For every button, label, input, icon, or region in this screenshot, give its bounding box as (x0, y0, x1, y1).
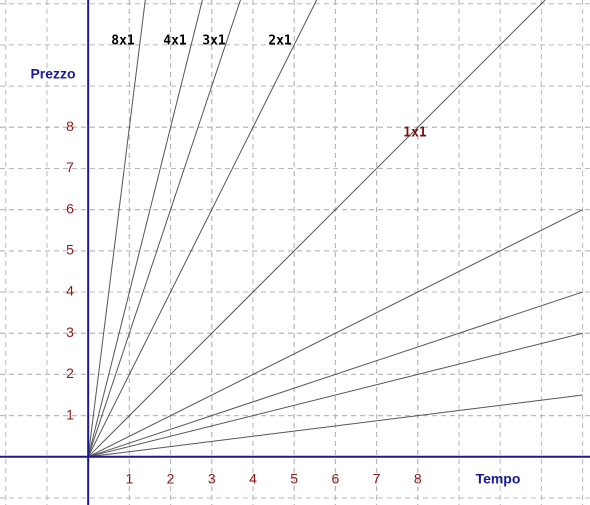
x-tick-label: 6 (331, 471, 339, 487)
ray-label: 4x1 (163, 34, 187, 49)
x-tick-label: 4 (249, 471, 257, 487)
x-tick-label: 5 (290, 471, 298, 487)
ray-label: 3x1 (202, 34, 226, 49)
y-tick-label: 5 (66, 242, 74, 258)
ray-label: 2x1 (268, 34, 292, 49)
ray-label: 8x1 (111, 34, 135, 49)
y-tick-label: 2 (66, 365, 74, 381)
ray-label: 1x1 (403, 126, 427, 141)
ray (88, 332, 583, 458)
x-axis-label: Tempo (476, 471, 521, 487)
x-tick-label: 8 (414, 471, 422, 487)
y-tick-label: 7 (66, 159, 74, 175)
y-tick-label: 6 (66, 200, 74, 216)
ray (87, 0, 242, 457)
ray (87, 0, 203, 457)
ray (87, 0, 546, 458)
y-tick-label: 4 (66, 283, 74, 299)
y-tick-label: 3 (66, 324, 74, 340)
x-tick-label: 2 (167, 471, 175, 487)
ray (87, 209, 583, 458)
y-tick-label: 8 (66, 118, 74, 134)
y-axis-label: Prezzo (30, 66, 75, 82)
x-tick-label: 7 (373, 471, 381, 487)
x-tick-label: 1 (125, 471, 133, 487)
x-tick-label: 3 (208, 471, 216, 487)
y-tick-label: 1 (66, 406, 74, 422)
ray (88, 394, 583, 458)
ray (87, 0, 318, 458)
ray (88, 291, 583, 458)
